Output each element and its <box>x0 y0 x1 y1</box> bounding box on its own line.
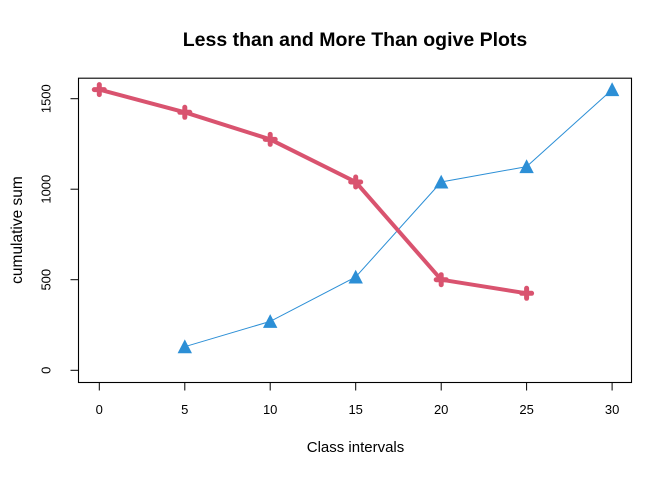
svg-text:Less than and More Than ogive: Less than and More Than ogive Plots <box>183 29 528 51</box>
svg-text:5: 5 <box>181 402 188 417</box>
svg-text:10: 10 <box>263 402 277 417</box>
svg-text:Class intervals: Class intervals <box>307 439 405 456</box>
svg-text:25: 25 <box>519 402 533 417</box>
svg-text:0: 0 <box>39 367 54 374</box>
svg-text:30: 30 <box>605 402 619 417</box>
svg-text:1500: 1500 <box>39 84 54 113</box>
svg-text:1000: 1000 <box>39 175 54 204</box>
svg-text:0: 0 <box>96 402 103 417</box>
svg-text:500: 500 <box>39 269 54 291</box>
svg-text:cumulative sum: cumulative sum <box>9 176 26 284</box>
svg-text:20: 20 <box>434 402 448 417</box>
svg-text:15: 15 <box>348 402 362 417</box>
